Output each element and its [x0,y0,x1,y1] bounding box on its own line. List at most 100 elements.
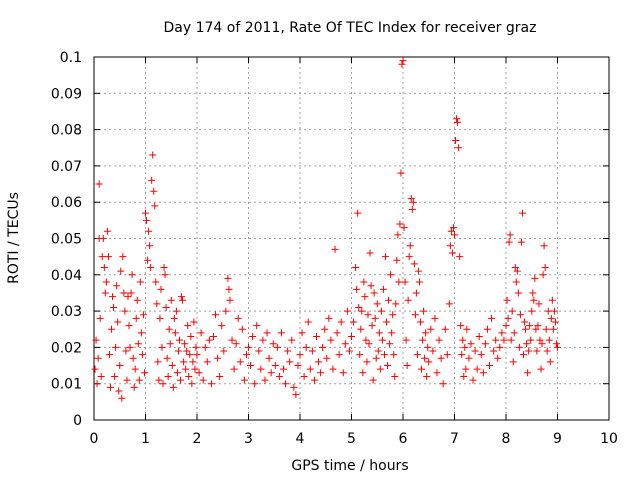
data-point [445,300,453,308]
x-tick-label: 5 [347,431,356,447]
data-point [163,354,171,362]
data-point [509,358,517,366]
data-point [386,340,394,348]
data-point [391,372,399,380]
data-point [369,376,377,384]
data-point [455,144,463,152]
data-point [142,209,149,217]
data-point [331,245,339,253]
data-point [457,322,465,330]
data-point [458,351,466,359]
data-point [225,285,233,293]
data-point [292,391,300,399]
data-point [542,325,550,333]
data-point [410,260,418,268]
data-point [145,227,153,235]
data-point [315,358,323,366]
data-point [460,372,468,380]
data-point [178,293,186,301]
data-point [498,329,506,337]
data-point [186,351,194,359]
data-point [530,296,538,304]
data-point [277,329,285,337]
data-point [415,278,423,286]
data-point [345,347,353,355]
data-point [161,271,169,279]
data-point [448,249,456,257]
x-tick-label: 2 [193,431,202,447]
data-point [105,351,113,359]
data-point [494,354,502,362]
y-tick-label: 0.02 [51,340,82,356]
data-point [531,274,539,282]
data-point [546,358,554,366]
data-point [259,336,267,344]
data-point [182,365,190,373]
data-point [101,289,109,297]
data-point [443,351,451,359]
data-point [136,278,144,286]
data-point [483,325,491,333]
data-point [120,289,128,297]
y-tick-label: 0.05 [51,232,82,248]
data-point [191,365,199,373]
data-point [401,278,409,286]
data-point [97,372,105,380]
data-point [124,293,132,301]
data-point [398,60,406,68]
data-point [437,354,445,362]
data-point [433,369,441,377]
data-point [310,376,318,384]
data-point [387,271,395,279]
data-point [129,354,137,362]
data-point [385,296,393,304]
data-point [394,231,402,239]
data-point [140,369,148,377]
data-point [389,311,397,319]
data-point [538,340,546,348]
data-point [294,362,302,370]
data-point [308,347,316,355]
data-point [431,314,439,322]
data-point [249,333,257,341]
x-tick-label: 0 [90,431,99,447]
data-point [149,151,157,159]
data-point [143,216,151,224]
data-point [157,285,165,293]
x-tick-label: 4 [296,431,305,447]
data-point [286,358,294,366]
y-tick-label: 0.1 [60,50,82,66]
data-point [554,343,561,351]
data-point [520,351,528,359]
data-point [551,318,559,326]
data-point [392,300,400,308]
data-point [253,322,261,330]
data-point [92,336,100,344]
data-point [425,358,433,366]
data-point [99,235,107,242]
data-point [304,318,312,326]
data-point [193,351,201,359]
data-point [216,372,224,380]
data-point [329,365,337,373]
data-point [511,264,519,272]
data-point [93,380,101,388]
data-point [473,365,481,373]
data-point [504,314,512,322]
data-point [341,340,349,348]
data-point [366,249,374,257]
data-point [179,296,187,304]
data-point [361,293,369,301]
data-point [212,311,220,319]
data-point [505,238,513,246]
data-point [545,336,553,344]
data-point [481,340,489,348]
data-point [127,289,135,297]
data-point [390,351,398,359]
data-point [407,195,415,203]
data-point [533,347,541,355]
data-point [296,351,304,359]
data-point [420,307,428,315]
data-point [171,329,179,337]
x-tick-label: 3 [244,431,253,447]
